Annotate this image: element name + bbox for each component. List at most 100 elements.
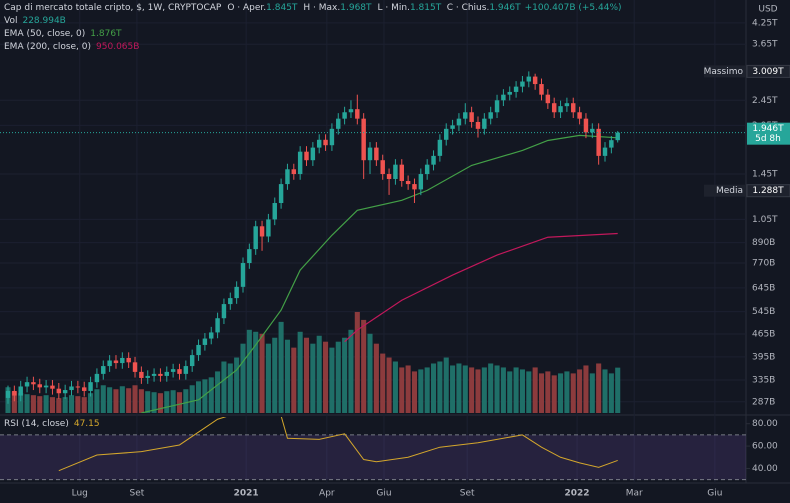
marker-value: 1.288T	[752, 186, 784, 196]
field-name: H · Max.	[303, 3, 340, 13]
candle-body	[475, 121, 481, 129]
candle-body	[75, 386, 81, 388]
y-tick-label: 890B	[752, 238, 775, 248]
candle-body	[234, 286, 239, 299]
volume-bar	[551, 375, 557, 413]
candle-body	[196, 344, 201, 356]
y-tick-label: 335B	[752, 376, 775, 386]
candle-body	[297, 151, 303, 175]
candle-body	[380, 160, 385, 175]
volume-bar	[589, 373, 595, 413]
candle-body	[189, 355, 195, 367]
y-tick-label: 3.65T	[752, 40, 778, 50]
volume-bar	[208, 377, 214, 413]
volume-bar	[558, 373, 564, 413]
candle-body	[37, 384, 42, 388]
field-value: 1.946T	[489, 3, 521, 13]
candle-body	[526, 76, 532, 82]
candle-body	[202, 338, 208, 345]
candle-body	[551, 103, 557, 113]
candle-body	[386, 174, 392, 179]
candle-body	[583, 118, 589, 133]
volume-bar	[291, 347, 297, 413]
current-price-tag	[747, 122, 790, 145]
field-value: 1.845T	[266, 3, 298, 13]
marker-value-tag	[746, 184, 790, 198]
rsi-line	[58, 417, 618, 472]
volume-bar	[11, 391, 17, 413]
legend-name: EMA (200, close, 0)	[4, 42, 91, 52]
volume-bar	[195, 381, 202, 413]
candle-body	[558, 106, 563, 113]
candle-body	[158, 373, 163, 376]
field-name: C · Chius.	[447, 3, 490, 13]
candle-body	[571, 103, 576, 113]
volume-bar	[405, 365, 411, 413]
volume-bar	[564, 371, 570, 413]
volume-bar	[303, 337, 310, 413]
volume-bar	[62, 397, 68, 413]
volume-bar	[354, 311, 360, 413]
volume-bar	[246, 329, 252, 413]
candle-body	[31, 382, 36, 385]
candle-body	[228, 298, 233, 305]
volume-bar	[430, 363, 437, 413]
legend-row: EMA (200, close, 0) 950.065B	[4, 42, 139, 52]
candle-body	[120, 357, 125, 364]
x-tick-label: Mar	[626, 489, 643, 499]
volume-bar	[75, 396, 81, 413]
volume-bar	[253, 331, 259, 413]
legend-value: 228.994B	[22, 16, 65, 26]
candle-body	[532, 76, 538, 85]
candle-body	[253, 226, 258, 250]
candle-body	[266, 219, 271, 237]
x-tick-label: Apr	[319, 489, 335, 499]
candle-body	[126, 357, 131, 363]
volume-bar	[259, 333, 265, 413]
volume-bar	[119, 386, 125, 413]
field-name: L · Min.	[378, 3, 410, 13]
candle-body	[247, 249, 252, 264]
legend-value: 47.15	[74, 419, 100, 429]
candle-body	[101, 366, 106, 374]
marker-name: Massimo	[704, 67, 744, 77]
candle-body	[545, 94, 551, 104]
y-tick-label: 4.25T	[752, 18, 778, 28]
candle-body	[177, 369, 182, 374]
volume-bar	[583, 365, 589, 413]
main-pane	[0, 71, 746, 413]
candle-body	[412, 184, 417, 190]
volume-bar	[615, 367, 621, 413]
candle-body	[170, 369, 176, 372]
candle-body	[240, 263, 246, 287]
ema-line	[344, 232, 618, 343]
volume-bar	[570, 373, 576, 413]
marker-value: 3.009T	[752, 67, 784, 77]
volume-bar	[68, 395, 75, 413]
volume-bar	[513, 367, 519, 413]
volume-bar	[272, 337, 278, 413]
candle-body	[456, 118, 462, 126]
volume-bar	[132, 385, 138, 413]
candle-body	[88, 382, 93, 391]
candle-body	[145, 375, 150, 378]
volume-bar	[37, 396, 43, 413]
volume-bar	[189, 385, 195, 413]
candle-body	[304, 151, 309, 161]
volume-bar	[30, 395, 36, 413]
y-tick-label: 465B	[752, 329, 775, 339]
volume-bar	[81, 397, 87, 413]
legend-value: 950.065B	[96, 42, 139, 52]
candle-body	[488, 112, 493, 119]
candle-body	[18, 386, 23, 396]
y-tick-label: 545B	[752, 307, 775, 317]
candle-body	[285, 169, 290, 185]
field-value: 1.815T	[410, 3, 442, 13]
volume-bar	[494, 365, 500, 413]
candle-body	[215, 318, 220, 333]
candle-body	[291, 169, 297, 175]
volume-bar	[437, 361, 443, 413]
volume-bar	[335, 341, 341, 413]
candle-body	[24, 382, 30, 387]
volume-bar	[386, 357, 392, 413]
